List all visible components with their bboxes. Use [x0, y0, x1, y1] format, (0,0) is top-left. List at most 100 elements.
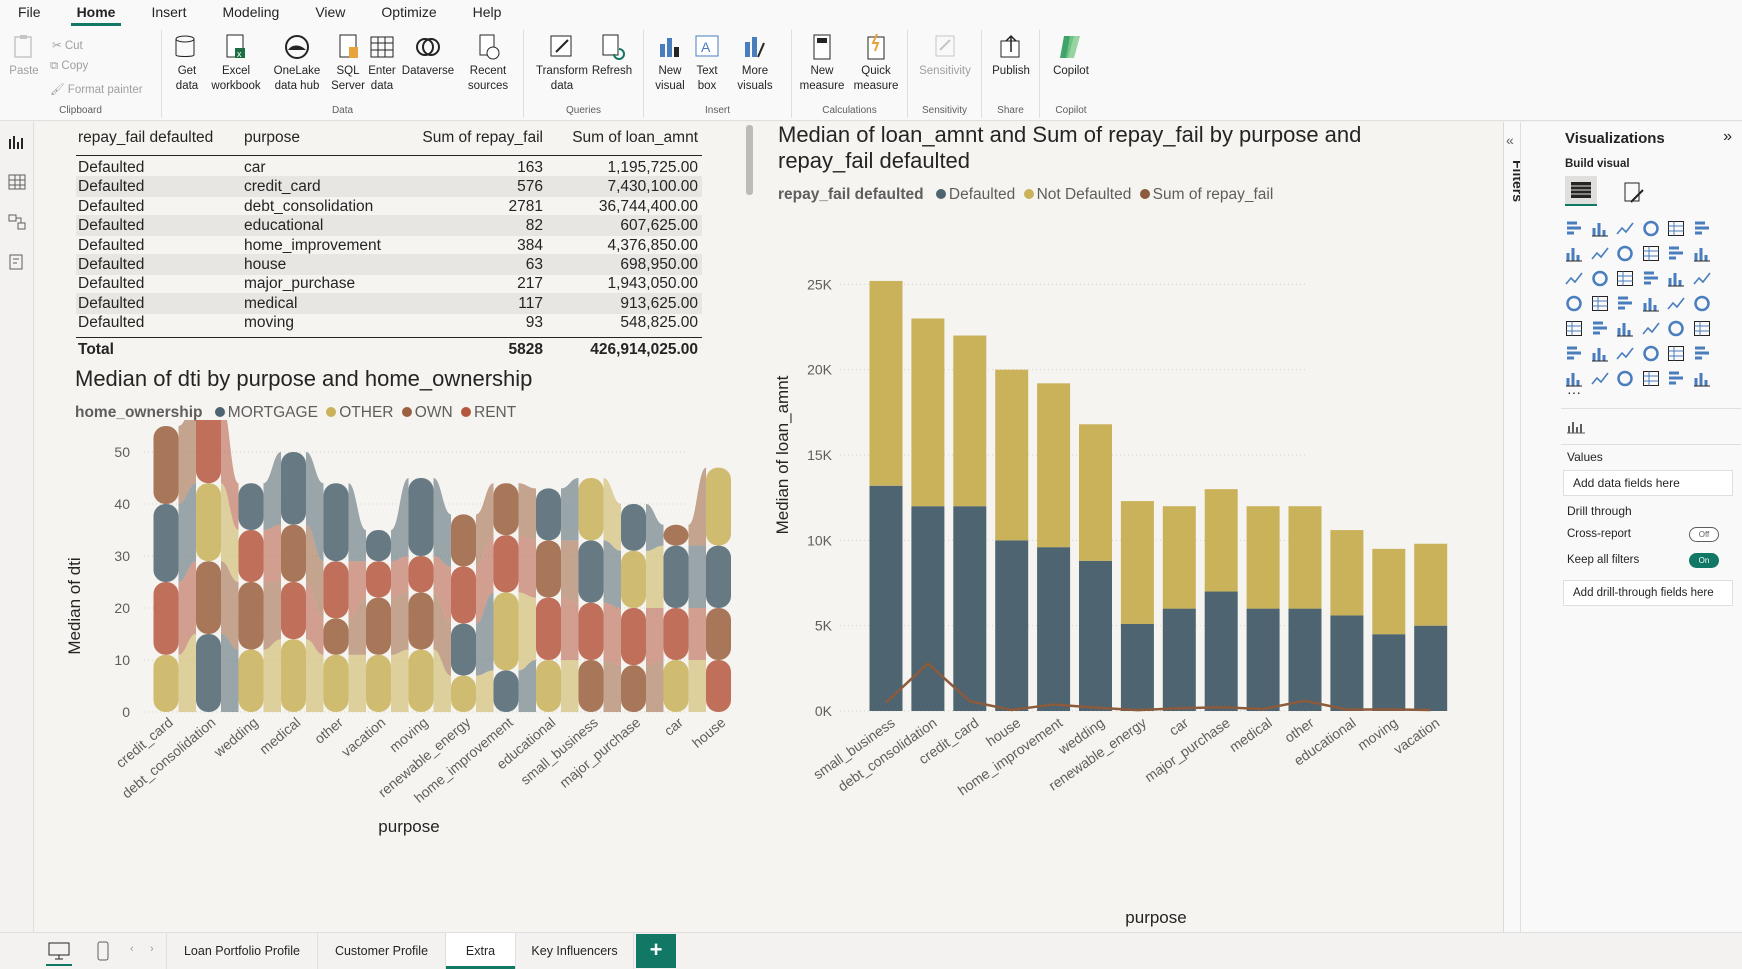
visual-type-icon[interactable] [1591, 295, 1609, 312]
visual-type-icon[interactable] [1591, 320, 1609, 337]
drill-through-well[interactable]: Add drill-through fields here [1563, 580, 1733, 606]
transform-data-button[interactable]: Transform data [536, 32, 588, 94]
cross-report-toggle[interactable]: Off [1689, 527, 1719, 542]
visual-type-icon[interactable] [1693, 245, 1711, 262]
tab-extra[interactable]: Extra [446, 933, 516, 969]
legend-rent[interactable]: RENT [457, 404, 516, 421]
visual-type-icon[interactable] [1565, 220, 1583, 237]
visual-type-icon[interactable] [1565, 320, 1583, 337]
legend-mortgage[interactable]: MORTGAGE [207, 404, 318, 421]
keep-all-filters-toggle[interactable]: On [1689, 553, 1719, 568]
visual-type-icon[interactable] [1693, 295, 1711, 312]
visual-type-icon[interactable] [1693, 370, 1711, 387]
paste-button[interactable]: Paste [6, 32, 42, 79]
legend-other[interactable]: OTHER [322, 404, 393, 421]
model-view-icon[interactable] [8, 214, 26, 230]
table-row[interactable]: Defaulted educational 82 607,625.00 [76, 215, 702, 237]
get-data-button[interactable]: Get data [166, 32, 208, 94]
new-visual-button[interactable]: New visual [652, 32, 688, 94]
visual-type-icon[interactable] [1642, 370, 1660, 387]
table-view-icon[interactable] [8, 174, 26, 190]
filters-strip[interactable]: « Filters [1504, 122, 1526, 932]
visual-type-icon[interactable] [1667, 320, 1685, 337]
table-row[interactable]: Defaulted car 163 1,195,725.00 [76, 157, 702, 178]
table-row[interactable]: Defaulted debt_consolidation 2781 36,744,40… [76, 196, 702, 217]
dataverse-button[interactable]: Dataverse [400, 32, 456, 79]
menu-modeling[interactable]: Modeling [222, 4, 280, 20]
visual-type-icon[interactable] [1692, 270, 1711, 287]
table-row[interactable]: Defaulted house 63 698,950.00 [76, 254, 702, 275]
table-row[interactable]: Defaulted credit_card 576 7,430,100.00 [76, 176, 702, 198]
visual-type-icon[interactable] [1616, 220, 1634, 237]
col-header-purpose[interactable]: purpose [244, 129, 301, 146]
table-row[interactable]: Defaulted major_purchase 217 1,943,050.00 [76, 273, 702, 294]
collapse-pane-icon[interactable]: » [1723, 128, 1732, 145]
visual-type-icon[interactable] [1565, 245, 1583, 262]
onelake-button[interactable]: OneLake data hub [266, 32, 328, 94]
visual-type-icon[interactable] [1693, 220, 1711, 237]
visual-type-icon[interactable] [1591, 345, 1609, 362]
visual-type-icon[interactable] [1641, 320, 1660, 337]
col-header-repay-fail[interactable]: Sum of repay_fail [422, 129, 543, 146]
col-header-defaulted[interactable]: repay_fail defaulted [78, 129, 214, 146]
visual-type-icon[interactable] [1616, 370, 1634, 387]
enter-data-button[interactable]: Enter data [366, 32, 398, 94]
sql-server-button[interactable]: SQL Server [330, 32, 366, 94]
values-well[interactable]: Add data fields here [1563, 470, 1733, 496]
visual-type-icon[interactable] [1642, 295, 1660, 312]
more-visuals-ellipsis[interactable]: ··· [1567, 384, 1581, 400]
visual-type-icon[interactable] [1667, 295, 1685, 312]
text-box-button[interactable]: A Text box [690, 32, 724, 94]
cut-button[interactable]: ✂ Cut [52, 40, 83, 52]
visual-type-icon[interactable] [1693, 320, 1711, 337]
visual-type-icon[interactable] [1642, 270, 1660, 287]
copilot-button[interactable]: Copilot [1046, 32, 1096, 79]
mobile-layout-icon[interactable] [97, 941, 109, 961]
visual-type-icon[interactable] [1616, 270, 1634, 287]
visual-type-icon[interactable] [1642, 245, 1660, 262]
combo-chart[interactable]: 0K 5K 10K 15K 20K 25K 30K Median of loan_amntpu… [770, 205, 1460, 932]
legend-own[interactable]: OWN [398, 404, 453, 421]
table-row[interactable]: Defaulted home_improvement 384 4,376,850.00 [76, 235, 702, 256]
table-row[interactable]: Defaulted medical 117 913,625.00 [76, 292, 702, 314]
menu-file[interactable]: File [18, 4, 41, 20]
menu-insert[interactable]: Insert [151, 4, 187, 20]
visual-type-icon[interactable] [1667, 270, 1685, 287]
menu-home[interactable]: Home [59, 0, 134, 26]
legend-defaulted[interactable]: Defaulted [928, 186, 1015, 203]
visual-type-icon[interactable] [1667, 345, 1685, 362]
build-visual-tab[interactable] [1565, 176, 1597, 206]
sensitivity-button[interactable]: Sensitivity [914, 32, 976, 79]
tab-customer-profile[interactable]: Customer Profile [318, 933, 446, 969]
visual-type-icon[interactable] [1616, 345, 1634, 362]
visual-type-icon[interactable] [1616, 320, 1634, 337]
tab-loan-portfolio-profile[interactable]: Loan Portfolio Profile [166, 933, 318, 969]
menu-help[interactable]: Help [472, 4, 502, 20]
visual-type-icon[interactable] [1642, 345, 1660, 362]
dax-query-view-icon[interactable] [8, 254, 26, 270]
quick-measure-button[interactable]: Quick measure [850, 32, 902, 94]
visual-type-icon[interactable] [1565, 270, 1583, 287]
visual-type-icon[interactable] [1667, 220, 1685, 237]
desktop-layout-icon[interactable] [48, 942, 70, 960]
format-painter-button[interactable]: 🖌 Format painter [50, 84, 143, 96]
visual-type-icon[interactable] [1590, 370, 1609, 387]
visual-type-icon[interactable] [1565, 370, 1583, 387]
legend-not-defaulted[interactable]: Not Defaulted [1020, 186, 1131, 203]
fields-icon[interactable] [1567, 418, 1585, 434]
table-scrollbar[interactable] [746, 125, 753, 195]
visual-type-icon[interactable] [1616, 295, 1634, 312]
visual-type-icon[interactable] [1642, 220, 1660, 237]
visual-type-icon[interactable] [1693, 345, 1711, 362]
visual-type-icon[interactable] [1667, 370, 1685, 387]
format-visual-tab[interactable] [1621, 180, 1647, 211]
table-row[interactable]: Defaulted moving 93 548,825.00 [76, 312, 702, 333]
refresh-button[interactable]: Refresh [590, 32, 634, 79]
visual-type-icon[interactable] [1667, 245, 1685, 262]
visual-type-icon[interactable] [1591, 270, 1609, 287]
visual-type-icon[interactable] [1565, 345, 1583, 362]
visual-type-icon[interactable] [1591, 220, 1609, 237]
visual-type-icon[interactable] [1616, 245, 1634, 262]
tab-scroll-right-icon[interactable]: › [150, 943, 154, 955]
recent-sources-button[interactable]: Recent sources [460, 32, 516, 94]
